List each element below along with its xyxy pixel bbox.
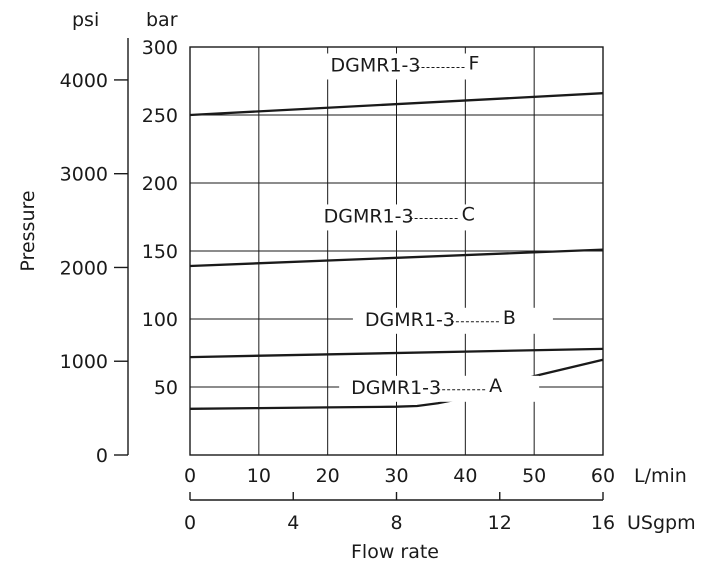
series-line-B — [189, 347, 604, 359]
bar-tick-label-250: 250 — [142, 105, 178, 127]
series-label-suffix-A: A — [489, 375, 502, 397]
series-line-F — [189, 92, 604, 117]
bar-tick-label-50: 50 — [154, 377, 178, 399]
x-tick-label-20: 20 — [316, 465, 340, 487]
y-unit-right-label: bar — [146, 9, 178, 31]
series-label-suffix-B: B — [503, 307, 516, 329]
series-label-suffix-F: F — [469, 52, 480, 74]
bar-tick-label-100: 100 — [142, 309, 178, 331]
series-label-prefix-C: DGMR1-3 — [324, 205, 414, 227]
x-tick-label-60: 60 — [591, 465, 615, 487]
series-label-bg-F — [318, 53, 519, 80]
series-label-prefix-F: DGMR1-3 — [331, 54, 421, 76]
series-label-prefix-A: DGMR1-3 — [351, 377, 441, 399]
x-tick-label-50: 50 — [522, 465, 546, 487]
series-label-B: DGMR1-3 B — [352, 307, 553, 334]
x-tick-label-40: 40 — [453, 465, 477, 487]
psi-tick-label-0: 0 — [96, 445, 108, 467]
series-line-C — [189, 248, 604, 268]
bar-tick-label-300: 300 — [142, 37, 178, 59]
series-label-suffix-C: C — [462, 203, 475, 225]
plot-frame — [114, 38, 604, 501]
x-axis-label: Flow rate — [351, 541, 439, 563]
x-tick-label-0: 0 — [184, 465, 196, 487]
y-unit-left-label: psi — [72, 9, 99, 31]
bar-tick-label-150: 150 — [142, 241, 178, 263]
curves: DGMR1-3 F DGMR1-3 C DGMR1-3 B DGMR1-3 A — [189, 52, 604, 410]
psi-tick-label-1000: 1000 — [60, 351, 108, 373]
y-axis-label: Pressure — [17, 190, 39, 271]
series-label-bg-B — [352, 307, 553, 334]
x-unit-primary-label: L/min — [634, 465, 687, 487]
series-label-F: DGMR1-3 F — [318, 52, 519, 80]
bar-tick-label-200: 200 — [142, 173, 178, 195]
x-unit-secondary-label: USgpm — [627, 512, 696, 534]
usgpm-tick-label-16: 16 — [591, 512, 615, 534]
axis-labels: psi bar Pressure L/min USgpm Flow rate — [17, 9, 696, 563]
series-label-bg-C — [311, 204, 512, 231]
usgpm-tick-label-4: 4 — [287, 512, 299, 534]
x-tick-label-30: 30 — [384, 465, 408, 487]
psi-tick-label-4000: 4000 — [60, 70, 108, 92]
series-label-bg-A — [339, 375, 540, 402]
usgpm-tick-label-8: 8 — [390, 512, 402, 534]
psi-tick-label-2000: 2000 — [60, 257, 108, 279]
series-label-prefix-B: DGMR1-3 — [365, 309, 455, 331]
psi-tick-label-3000: 3000 — [60, 164, 108, 186]
series-label-C: DGMR1-3 C — [311, 203, 512, 231]
usgpm-tick-label-0: 0 — [184, 512, 196, 534]
usgpm-tick-label-12: 12 — [488, 512, 512, 534]
x-tick-label-10: 10 — [247, 465, 271, 487]
plot-border — [189, 46, 604, 456]
series-label-A: DGMR1-3 A — [339, 375, 540, 402]
